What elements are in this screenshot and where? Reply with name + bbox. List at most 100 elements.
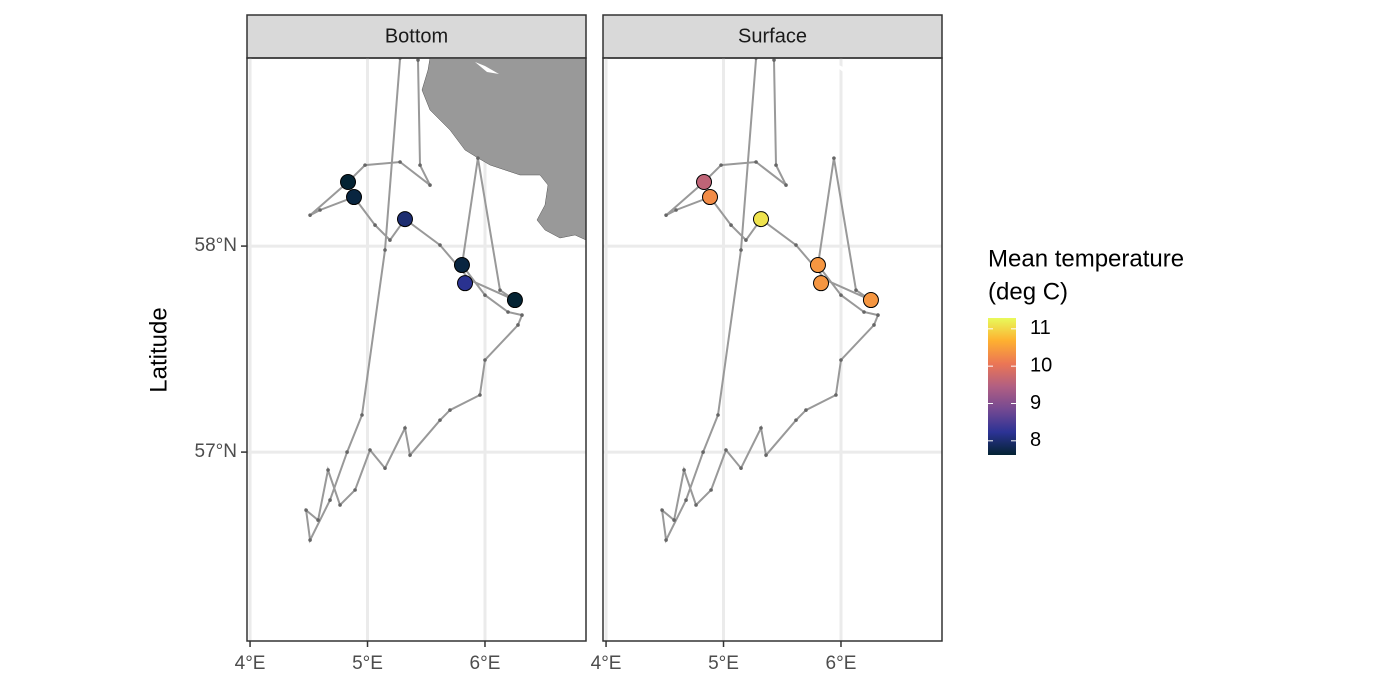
track-point: [719, 163, 723, 167]
facet-strip: [246, 14, 587, 59]
track-point: [516, 323, 520, 327]
track-point: [438, 243, 442, 247]
track-point: [759, 426, 763, 430]
station-point: [340, 174, 357, 191]
track-point: [832, 156, 836, 160]
track-point: [428, 183, 432, 187]
track-point: [804, 408, 808, 412]
station-point: [696, 174, 713, 191]
track-point: [520, 313, 524, 317]
colorbar-label: 9: [1030, 392, 1041, 414]
land: [421, 58, 586, 241]
track-point: [839, 293, 843, 297]
track-point: [862, 310, 866, 314]
x-tick-label: 4°E: [235, 653, 266, 674]
track-point: [701, 450, 705, 454]
track-point: [739, 248, 743, 252]
track-point: [388, 238, 392, 242]
panel: [603, 58, 1298, 641]
colorbar-label: 10: [1030, 354, 1052, 376]
facet-label: Bottom: [385, 25, 448, 47]
track-point: [478, 393, 482, 397]
x-tick-label: 5°E: [352, 653, 383, 674]
track-point: [308, 538, 312, 542]
track-point: [774, 163, 778, 167]
y-tick-label: 57°N: [195, 441, 237, 462]
x-tick-label: 5°E: [708, 653, 739, 674]
track-point: [416, 58, 420, 62]
track-point: [794, 243, 798, 247]
track-point: [672, 518, 676, 522]
track-point: [694, 503, 698, 507]
track-point: [664, 213, 668, 217]
colorbar-label: 8: [1030, 429, 1041, 451]
track-point: [834, 393, 838, 397]
station-point: [813, 275, 830, 292]
colorbar: [988, 318, 1016, 455]
track-point: [684, 498, 688, 502]
y-axis-label: Latitude: [145, 307, 172, 392]
track-point: [709, 488, 713, 492]
track-point: [854, 288, 858, 292]
x-tick-label: 6°E: [470, 653, 501, 674]
track-point: [318, 208, 322, 212]
track-point: [724, 448, 728, 452]
track-point: [772, 58, 776, 62]
panel-border: [602, 57, 943, 642]
track-point: [839, 358, 843, 362]
track-point: [418, 163, 422, 167]
colorbar-label: 11: [1030, 317, 1051, 339]
x-tick-label: 4°E: [591, 653, 622, 674]
track-point: [872, 323, 876, 327]
land: [1134, 58, 1298, 240]
track-point: [729, 223, 733, 227]
track-point: [682, 468, 686, 472]
inlet: [831, 62, 855, 74]
track-point: [304, 508, 308, 512]
panel-border: [246, 57, 587, 642]
track-point: [316, 518, 320, 522]
track-point: [506, 310, 510, 314]
legend-title: Mean temperature: [988, 245, 1184, 272]
track-point: [326, 468, 330, 472]
facet-label: Surface: [738, 25, 807, 47]
track-point: [448, 408, 452, 412]
track-point: [664, 538, 668, 542]
track-point: [438, 418, 442, 422]
track-point: [498, 288, 502, 292]
station-point: [346, 189, 363, 206]
track-point: [403, 426, 407, 430]
track-point: [328, 498, 332, 502]
track-point: [368, 448, 372, 452]
track-point: [345, 450, 349, 454]
track-point: [754, 160, 758, 164]
panel: [247, 58, 586, 641]
track-point: [353, 488, 357, 492]
x-tick-label: 6°E: [826, 653, 857, 674]
track-point: [363, 163, 367, 167]
station-point: [752, 211, 769, 228]
station-point: [506, 292, 523, 309]
track-point: [739, 466, 743, 470]
track-point: [784, 183, 788, 187]
track-point: [408, 453, 412, 457]
track-point: [674, 208, 678, 212]
track-point: [744, 238, 748, 242]
track-point: [360, 413, 364, 417]
track-point: [476, 156, 480, 160]
track-point: [876, 313, 880, 317]
track-point: [383, 248, 387, 252]
track-point: [764, 453, 768, 457]
station-point: [862, 292, 879, 309]
track-point: [383, 466, 387, 470]
inlet: [475, 62, 499, 74]
station-point: [453, 257, 470, 274]
track-point: [398, 160, 402, 164]
track-point: [660, 508, 664, 512]
track-point: [373, 223, 377, 227]
station-point: [396, 211, 413, 228]
track-point: [483, 358, 487, 362]
station-point: [702, 189, 719, 206]
track-point: [794, 418, 798, 422]
